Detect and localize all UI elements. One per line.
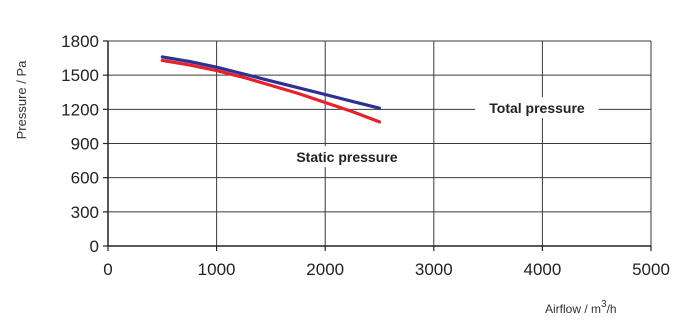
y-tick-label: 600 [71,169,99,188]
x-axis-label-main: Airflow / m [545,302,601,316]
series-line-static-pressure [160,58,382,124]
y-tick-label: 0 [90,237,99,256]
x-axis-label-superscript: 3 [601,299,607,310]
y-tick-label: 1200 [61,100,99,119]
y-tick-label: 900 [71,135,99,154]
axes [103,40,652,251]
y-tick-labels: 0 300 600 900 1200 1500 1800 [61,32,99,256]
y-tick-label: 1800 [61,32,99,51]
x-tick-label: 2000 [306,260,344,279]
series-line-total-pressure [160,55,382,110]
x-tick-label: 3000 [415,260,453,279]
y-tick-label: 300 [71,203,99,222]
y-axis-label: Pressure / Pa [14,60,29,140]
x-tick-label: 4000 [523,260,561,279]
annotations: Total pressure Static pressure [281,97,599,168]
x-tick-label: 5000 [632,260,670,279]
y-tick-label: 1500 [61,66,99,85]
x-tick-labels: 0 1000 2000 3000 4000 5000 [103,260,670,279]
annotation-background [281,146,413,168]
grid [108,40,652,246]
annotation-total-pressure: Total pressure [489,100,585,116]
annotation-static-pressure: Static pressure [296,149,397,165]
x-tick-label: 1000 [198,260,236,279]
annotation-background [475,97,599,119]
series-lines [160,55,382,124]
x-axis-label-tail: /h [607,302,617,316]
x-axis-label: Airflow / m3/h [545,299,617,316]
x-tick-label: 0 [103,260,112,279]
